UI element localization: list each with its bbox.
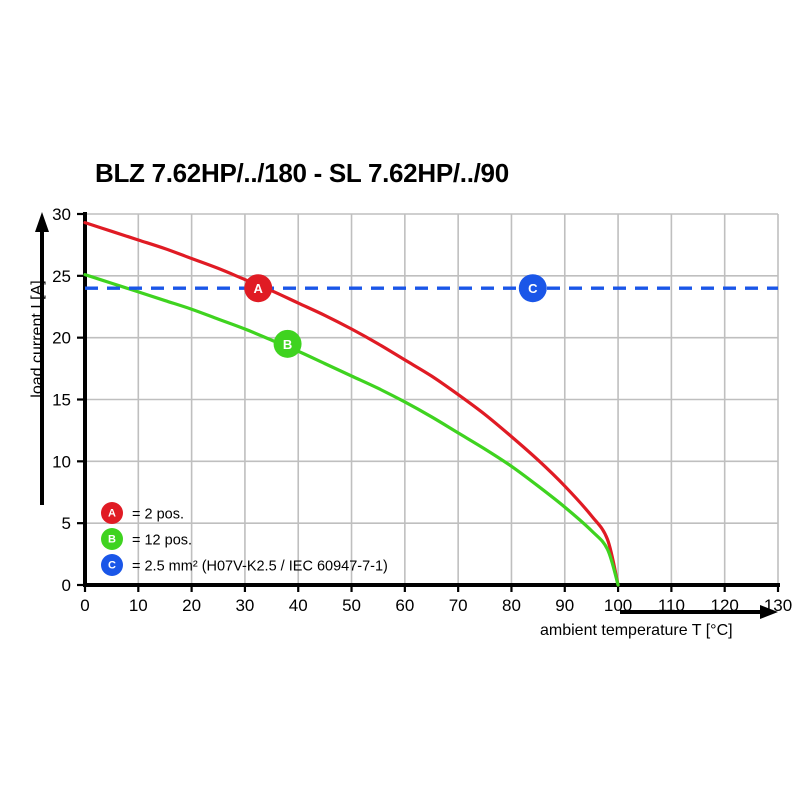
svg-text:B: B	[108, 534, 116, 546]
svg-text:25: 25	[52, 267, 71, 286]
legend-item-c: C = 2.5 mm² (H07V-K2.5 / IEC 60947-7-1)	[101, 554, 388, 576]
series-curve-b	[83, 272, 620, 587]
series-curve-a	[83, 221, 620, 587]
svg-text:20: 20	[182, 596, 201, 615]
legend-item-a: A = 2 pos.	[101, 502, 184, 524]
svg-text:C: C	[528, 281, 538, 296]
legend-label: = 2.5 mm² (H07V-K2.5 / IEC 60947-7-1)	[132, 559, 388, 575]
marker-c: C	[518, 274, 547, 303]
svg-text:50: 50	[342, 596, 361, 615]
axis-arrows	[35, 212, 778, 619]
marker-a: A	[244, 274, 273, 303]
grid-lines	[85, 213, 779, 585]
svg-text:80: 80	[502, 596, 521, 615]
svg-text:0: 0	[80, 596, 89, 615]
svg-text:A: A	[108, 508, 116, 520]
data-markers: A B C	[244, 274, 547, 358]
axes	[83, 212, 780, 587]
svg-text:C: C	[108, 560, 116, 572]
svg-text:A: A	[254, 281, 264, 296]
legend-item-b: B = 12 pos.	[101, 528, 192, 550]
page-title: BLZ 7.62HP/../180 - SL 7.62HP/../90	[95, 158, 509, 188]
svg-text:10: 10	[129, 596, 148, 615]
svg-text:60: 60	[395, 596, 414, 615]
axis-ticks: 0 10 20 30 40 50 60 70 80 90 100 110 120 130051015202…	[52, 205, 792, 615]
svg-text:30: 30	[235, 596, 254, 615]
data-series	[83, 221, 778, 587]
svg-text:40: 40	[289, 596, 308, 615]
svg-text:15: 15	[52, 391, 71, 410]
legend-label: = 2 pos.	[132, 507, 184, 523]
svg-text:30: 30	[52, 205, 71, 224]
legend-label: = 12 pos.	[132, 533, 192, 549]
svg-text:70: 70	[449, 596, 468, 615]
svg-text:B: B	[283, 337, 292, 352]
svg-text:20: 20	[52, 329, 71, 348]
svg-text:10: 10	[52, 452, 71, 471]
svg-text:90: 90	[555, 596, 574, 615]
svg-text:5: 5	[62, 514, 71, 533]
svg-text:0: 0	[62, 576, 71, 595]
chart-legend: A = 2 pos. B = 12 pos. C = 2.5 mm² (H07V-K2.5…	[101, 502, 388, 576]
marker-b: B	[273, 329, 302, 358]
x-axis-label: ambient temperature T [°C]	[540, 622, 733, 639]
